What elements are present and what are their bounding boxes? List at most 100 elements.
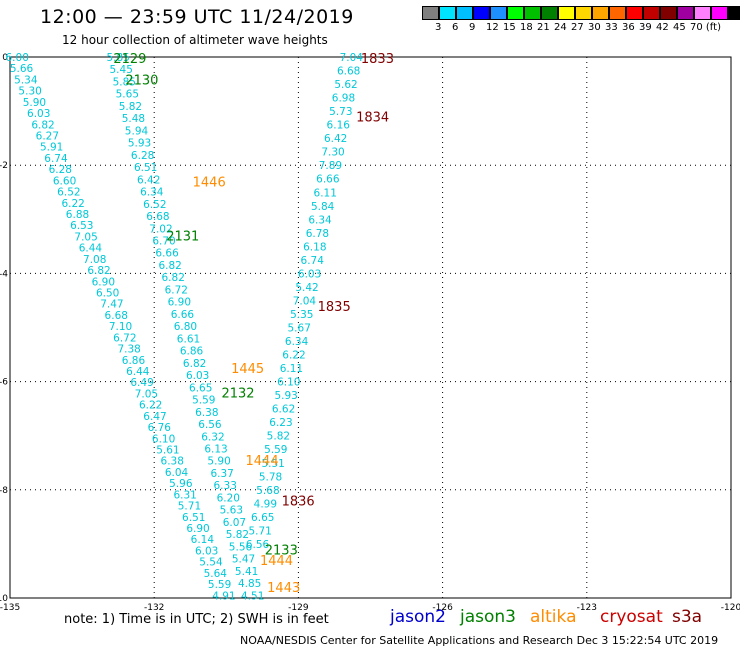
colorbar-swatch [643,6,660,20]
swh-value: 6.68 [337,66,360,78]
swh-value: 6.90 [92,276,115,288]
swh-value: 6.11 [280,363,303,375]
swh-value: 6.51 [134,162,157,174]
swh-value: 6.03 [186,370,209,382]
swh-value: 6.53 [70,220,93,232]
swh-value: 6.49 [130,377,153,389]
swh-value: 5.56 [229,541,253,553]
swh-value: 6.82 [183,358,206,370]
colorbar-label: 27 [571,22,584,33]
swh-value: 5.59 [264,444,287,456]
swh-value: 6.22 [139,400,162,412]
swh-value: 6.70 [152,236,175,248]
swh-value: 6.90 [168,297,191,309]
swh-value: 7.02 [149,223,172,235]
pass-label: 1833 [361,52,394,67]
legend-jason3: jason3 [460,607,516,627]
swh-value: 6.65 [251,512,274,524]
swh-value: 5.96 [169,478,193,490]
swh-value: 6.28 [131,150,154,162]
swh-value: 5.82 [267,431,290,443]
swh-value: 6.86 [122,355,146,367]
swh-value: 6.72 [165,284,188,296]
swh-value: 4.51 [241,590,264,602]
colorbar-label: 3 [435,22,442,33]
colorbar-swatch [626,6,643,20]
swh-value: 6.80 [174,321,197,333]
swh-value: 6.50 [96,288,119,300]
swh-value: 7.04 [340,52,364,64]
y-tick-label: 0 [2,53,8,63]
swh-value: 6.60 [53,175,76,187]
swh-value: 6.03 [27,108,50,120]
colorbar-label: 6 [452,22,459,33]
swh-value: 6.76 [148,422,172,434]
swh-value: 5.45 [110,64,133,76]
swh-value: 6.11 [314,187,337,199]
swh-value: 7.38 [117,344,140,356]
swh-value: 6.18 [303,241,326,253]
swh-value: 6.27 [36,131,59,143]
swh-value: 6.68 [146,211,169,223]
pass-label: 1444 [260,554,293,569]
swh-value: 5.68 [256,485,279,497]
swh-value: 5.34 [14,74,38,86]
swh-value: 6.23 [269,417,292,429]
swh-value: 5.78 [259,471,282,483]
swh-value: 5.82 [226,529,249,541]
swh-value: 6.66 [171,309,195,321]
swh-value: 6.03 [298,268,321,280]
colorbar-label: 9 [469,22,476,33]
swh-value: 6.04 [165,467,189,479]
pass-label: 1446 [193,175,226,190]
colorbar-swatch [575,6,592,20]
pass-label: 1834 [356,111,389,126]
note-text: note: 1) Time is in UTC; 2) SWH is in fe… [64,612,329,627]
swh-value: 6.78 [306,228,329,240]
y-tick-label: -4 [0,269,8,279]
swh-value: 6.86 [180,346,204,358]
colorbar-swatch [456,6,473,20]
colorbar-label: 24 [554,22,567,33]
swh-value: 6.16 [327,120,351,132]
swh-value: 7.10 [109,321,132,333]
pass-label: 1835 [318,300,351,315]
x-tick-label: -132 [144,603,164,613]
colorbar-swatch [694,6,711,20]
swh-value: 5.84 [311,201,335,213]
swh-value: 7.30 [321,147,344,159]
swh-value: 5.93 [274,390,297,402]
swh-value: 6.82 [87,265,110,277]
swh-value: 5.42 [295,282,318,294]
x-tick-label: -120 [721,603,740,613]
colorbar-label: 18 [520,22,533,33]
swh-value: 6.32 [201,431,224,443]
colorbar-swatch [558,6,575,20]
swh-value: 6.66 [316,174,340,186]
swh-value: 4.99 [254,498,277,510]
swh-value: 6.56 [246,539,270,551]
swh-value: 5.71 [178,501,201,513]
swh-value: 6.38 [195,407,218,419]
swh-value: 6.14 [191,534,215,546]
swh-value: 5.65 [116,89,139,101]
swh-value: 5.90 [23,97,46,109]
wave-height-colorbar: 3 6 9 12 15 18 21 24 27 30 33 36 39 42 45 70 (ft) [0,0,740,40]
colorbar-label: 15 [503,22,516,33]
map-subtitle: 12 hour collection of altimeter wave hei… [62,33,328,47]
axis-tick-labels: -135 -132 -129 -126 -123 -120 0 -2 -4 -6 -8 -10 [0,53,740,613]
colorbar-label: 12 [486,22,499,33]
legend-jason2: jason2 [390,607,446,627]
swh-value: 5.41 [235,566,258,578]
swh-value: 6.74 [44,153,68,165]
swh-value: 6.22 [282,350,305,362]
map-grid [9,56,732,599]
colorbar-swatch [422,6,439,20]
swh-value: 6.66 [155,248,179,260]
colorbar-swatch [507,6,524,20]
swh-value: 5.85 [113,76,136,88]
swh-value: 5.93 [128,138,151,150]
colorbar-label: 36 [622,22,635,33]
swh-value: 5.85 [106,52,129,64]
